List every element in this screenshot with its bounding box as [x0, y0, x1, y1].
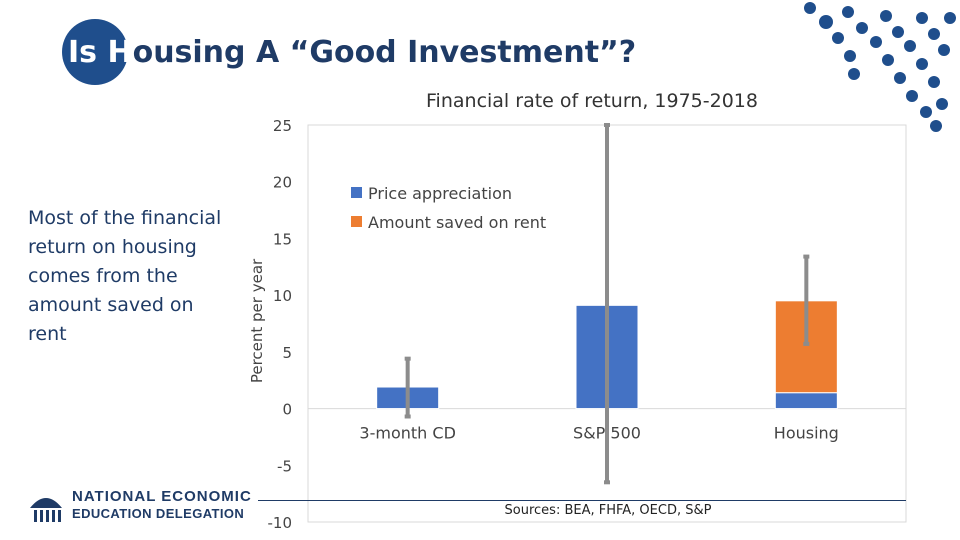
category-label: S&P 500 — [573, 424, 641, 443]
error-bars — [404, 123, 810, 485]
title-circle-badge — [62, 19, 128, 85]
logo-line-2: EDUCATION DELEGATION — [72, 506, 245, 521]
chart-legend: Price appreciation Amount saved on rent — [351, 184, 546, 232]
bar-0-2 — [774, 392, 838, 410]
title-rest: ousing A “Good Investment”? — [132, 34, 637, 70]
y-axis-label: Percent per year — [248, 258, 266, 383]
y-tick-label: 10 — [273, 287, 292, 305]
logo-line-1: NATIONAL ECONOMIC — [72, 488, 252, 505]
footer-divider — [258, 500, 906, 501]
torch-logo-icon — [30, 498, 62, 522]
category-label: Housing — [774, 424, 839, 443]
slide-title: Is Housing A “Good Investment”? — [62, 19, 637, 85]
legend-label: Amount saved on rent — [368, 213, 546, 232]
category-label: 3-month CD — [359, 424, 455, 443]
y-tick-label: 5 — [282, 344, 292, 362]
legend-swatch-1 — [351, 216, 362, 227]
title-first-part: Is H — [68, 34, 133, 70]
decorative-dots-icon — [804, 2, 956, 132]
sources-note: Sources: BEA, FHFA, OECD, S&P — [504, 503, 712, 518]
y-axis-ticks: 25 20 15 10 5 0 -5 -10 — [268, 117, 293, 532]
y-tick-label: 0 — [282, 401, 292, 419]
bars — [376, 300, 838, 410]
legend-swatch-0 — [351, 187, 362, 198]
category-labels: 3-month CD S&P 500 Housing — [359, 424, 838, 443]
nefe-logo: NATIONAL ECONOMIC EDUCATION DELEGATION — [26, 486, 256, 526]
y-tick-label: -10 — [268, 514, 293, 532]
y-tick-label: -5 — [277, 457, 292, 475]
side-note: Most of the financial return on housing … — [28, 207, 222, 345]
y-tick-label: 15 — [273, 230, 292, 248]
legend-label: Price appreciation — [368, 184, 512, 203]
y-tick-label: 20 — [273, 174, 292, 192]
chart-title: Financial rate of return, 1975-2018 — [426, 90, 758, 112]
y-tick-label: 25 — [273, 117, 292, 135]
